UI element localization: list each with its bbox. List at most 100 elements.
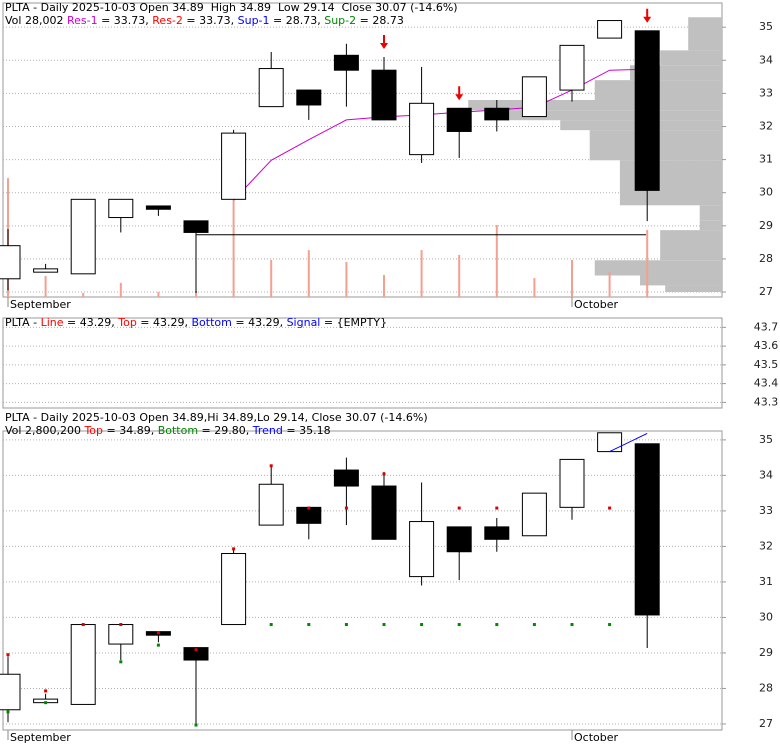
bottom-dot — [344, 623, 348, 627]
volume-bar — [533, 278, 536, 297]
top-dot — [44, 689, 48, 693]
signal-arrow — [380, 34, 388, 49]
y-tick-label: 32 — [759, 119, 773, 132]
candle-body — [296, 506, 322, 524]
panel-header: Vol 2,800,200 Top = 34.89, Bottom = 29.8… — [5, 424, 331, 437]
candle-body — [446, 107, 472, 132]
header-text: = 35.18 — [283, 424, 331, 437]
signal-arrow — [455, 86, 464, 101]
header-text: Res-1 — [67, 14, 98, 27]
candle-body — [70, 624, 96, 705]
volume-bar — [646, 230, 649, 297]
y-tick-label: 33 — [759, 86, 773, 99]
volume-bar — [420, 250, 423, 297]
candle-body — [409, 521, 435, 578]
volume-bar — [44, 275, 47, 297]
bottom-dot — [532, 623, 536, 627]
top-dot — [269, 464, 273, 468]
volume-bar — [157, 291, 160, 297]
bottom-dot — [457, 623, 461, 627]
header-text: = 43.29, — [64, 316, 119, 329]
bottom-dot — [119, 660, 123, 664]
y-tick-label: 27 — [759, 717, 773, 730]
volume-bar — [495, 224, 498, 297]
y-tick-label: 28 — [759, 252, 773, 265]
volume-bar — [119, 282, 122, 297]
bottom-dot — [307, 623, 311, 627]
header-text: Signal — [287, 316, 321, 329]
volume-bar — [307, 250, 310, 297]
top-dot — [6, 653, 10, 657]
volume-profile-bar — [688, 17, 722, 51]
y-tick-label: 43.7 — [754, 320, 779, 333]
y-tick-label: 35 — [759, 433, 773, 446]
candle-body — [521, 492, 547, 537]
bottom-dot — [608, 623, 612, 627]
bottom-dot — [495, 623, 499, 627]
volume-bar — [82, 292, 85, 297]
volume-profile-bar — [699, 205, 722, 221]
header-text: = 43.29, — [232, 316, 287, 329]
volume-profile-bar — [594, 260, 722, 276]
top-dot — [194, 648, 198, 652]
panel-frame — [2, 430, 723, 731]
candle-body — [634, 443, 660, 616]
top-dot — [457, 506, 461, 510]
candle-body — [409, 102, 435, 156]
candle-body — [258, 483, 284, 526]
top-dot — [495, 506, 499, 510]
trend-line — [609, 433, 648, 453]
bottom-dot — [420, 623, 424, 627]
candle-body — [108, 624, 134, 645]
candle-body — [371, 69, 397, 121]
header-text: Top — [117, 316, 137, 329]
top-dot — [344, 506, 348, 510]
y-tick-label: 32 — [759, 539, 773, 552]
x-tick-label: September — [10, 731, 71, 744]
bottom-dot — [156, 643, 160, 647]
y-tick-label: 34 — [759, 468, 773, 481]
header-text: = {EMPTY} — [320, 316, 387, 329]
volume-profile-bar — [509, 110, 722, 121]
bottom-dot — [194, 723, 198, 727]
volume-bar — [270, 259, 273, 297]
y-tick-label: 33 — [759, 504, 773, 517]
volume-bar — [608, 272, 611, 297]
y-tick-label: 43.3 — [754, 395, 779, 408]
volume-bar — [345, 262, 348, 297]
volume-profile-bar — [660, 50, 722, 66]
y-tick-label: 31 — [759, 153, 773, 166]
panel-header: PLTA - Daily 2025-10-03 Open 34.89 High … — [5, 1, 458, 14]
candle-body — [371, 485, 397, 540]
header-text: Line — [41, 316, 64, 329]
candle-body — [333, 54, 359, 71]
x-tick-label: October — [574, 298, 618, 311]
y-tick-label: 29 — [759, 219, 773, 232]
candle-body — [597, 432, 623, 453]
candle-body — [145, 205, 171, 210]
volume-profile-bar — [468, 100, 722, 111]
bottom-dot — [570, 623, 574, 627]
candle-body — [521, 76, 547, 118]
x-tick-label: September — [10, 298, 71, 311]
y-tick-label: 43.4 — [754, 377, 779, 390]
candle-body — [108, 198, 134, 219]
header-text: PLTA - Daily 2025-10-03 Open 34.89 High … — [5, 1, 458, 14]
candle-body — [446, 526, 472, 553]
header-text: = 28.73 — [356, 14, 404, 27]
volume-profile-bar — [640, 275, 722, 286]
top-dot — [156, 631, 160, 635]
volume-profile-bar — [660, 230, 722, 261]
header-text: Sup-2 — [324, 14, 356, 27]
y-tick-label: 31 — [759, 575, 773, 588]
bottom-dot — [269, 623, 273, 627]
candle-body — [296, 89, 322, 106]
volume-profile-bar — [665, 285, 722, 293]
candle-body — [221, 132, 247, 200]
candle-body — [559, 44, 585, 91]
header-text: PLTA - — [5, 316, 41, 329]
header-text: PLTA - Daily 2025-10-03 Open 34.89,Hi 34… — [5, 411, 428, 424]
signal-arrow — [643, 8, 652, 23]
header-text: = 33.73, — [183, 14, 238, 27]
candle-body — [183, 647, 209, 661]
